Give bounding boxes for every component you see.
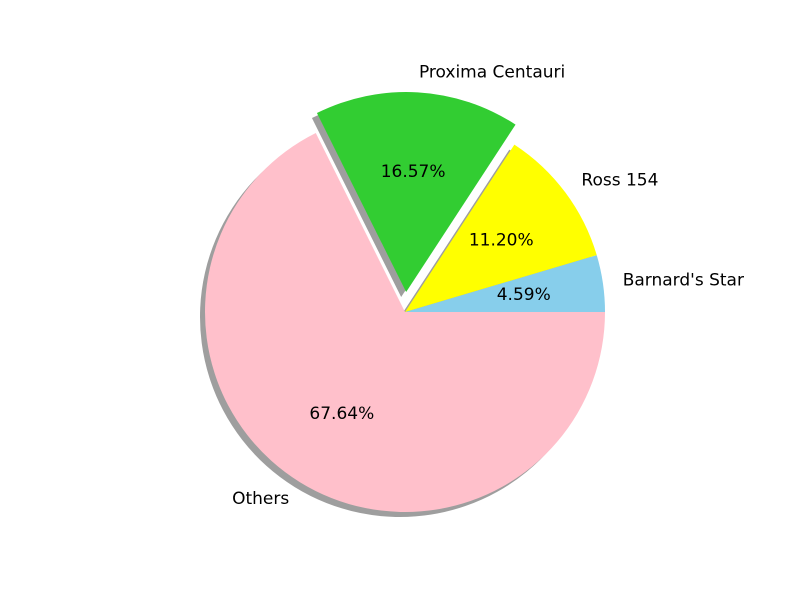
slice-percent-proxima-centauri: 16.57% <box>381 162 446 182</box>
slice-percent-barnard-s-star: 4.59% <box>497 285 551 305</box>
slice-layer <box>205 92 605 512</box>
pie-slice-barnard-s-star <box>405 255 605 312</box>
slice-label-barnard-s-star: Barnard's Star <box>623 270 744 290</box>
pie-slice-proxima-centauri <box>316 92 516 293</box>
slice-percent-others: 67.64% <box>309 404 374 424</box>
label-layer: Barnard's Star 4.59% Ross 154 11.20% Proxima… <box>232 62 744 509</box>
slice-label-proxima-centauri: Proxima Centauri <box>419 62 565 82</box>
slice-label-ross-154: Ross 154 <box>581 171 658 191</box>
pie-slice-others <box>205 133 605 512</box>
slice-percent-ross-154: 11.20% <box>469 230 534 250</box>
slice-label-others: Others <box>232 489 289 509</box>
pie-slice-ross-154 <box>405 144 597 312</box>
